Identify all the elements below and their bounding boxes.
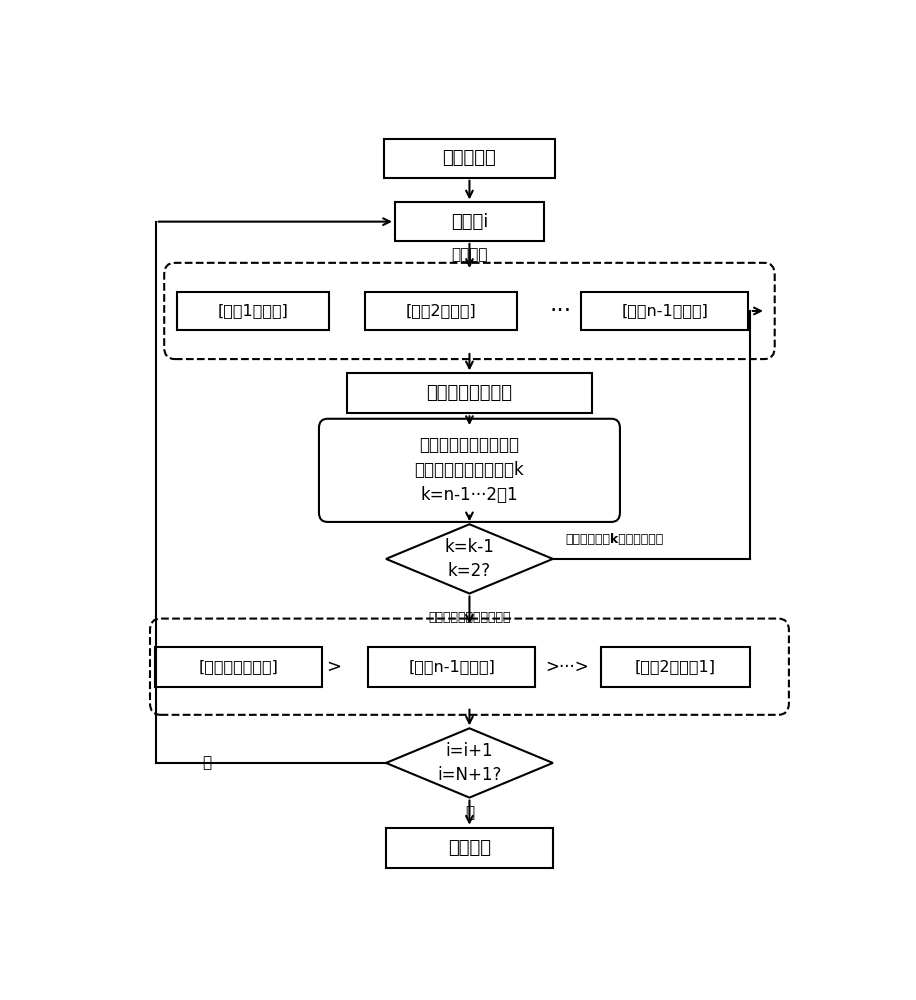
Text: 是: 是	[465, 805, 474, 820]
Text: 选出距离最大的组合，
将此故障重新记为故障k
k=n-1···2，1: 选出距离最大的组合， 将此故障重新记为故障k k=n-1···2，1	[415, 436, 524, 504]
FancyBboxPatch shape	[164, 263, 775, 359]
Text: 聚类分析计算距离: 聚类分析计算距离	[427, 384, 512, 402]
Text: 原始数据集: 原始数据集	[442, 149, 496, 167]
FancyBboxPatch shape	[395, 202, 544, 241]
Text: [故障n-1，其余]: [故障n-1，其余]	[621, 303, 708, 318]
Text: ···: ···	[550, 299, 572, 323]
FancyBboxPatch shape	[385, 139, 554, 178]
Text: k=k-1
k=2?: k=k-1 k=2?	[444, 538, 495, 580]
Text: 执行训练: 执行训练	[448, 839, 491, 857]
Text: >···>: >···>	[546, 658, 589, 676]
Text: 否，删除故障k，剩下的数据: 否，删除故障k，剩下的数据	[565, 533, 663, 546]
FancyBboxPatch shape	[368, 647, 535, 687]
FancyBboxPatch shape	[582, 292, 748, 330]
Text: 数据分组: 数据分组	[452, 247, 487, 262]
Text: [正常，所有故障]: [正常，所有故障]	[199, 659, 278, 674]
FancyBboxPatch shape	[386, 828, 553, 868]
Text: [故障1，其余]: [故障1，其余]	[217, 303, 289, 318]
FancyBboxPatch shape	[156, 647, 322, 687]
Polygon shape	[386, 524, 553, 594]
Text: [故障2，故障1]: [故障2，故障1]	[635, 659, 715, 674]
Text: [故障2，其余]: [故障2，其余]	[406, 303, 476, 318]
Text: 否: 否	[202, 755, 212, 770]
FancyBboxPatch shape	[177, 292, 329, 330]
Text: [故障n-1，其余]: [故障n-1，其余]	[409, 659, 496, 674]
FancyBboxPatch shape	[150, 619, 789, 715]
Polygon shape	[386, 728, 553, 798]
FancyBboxPatch shape	[365, 292, 518, 330]
FancyBboxPatch shape	[601, 647, 750, 687]
Text: 是，汇总得到新的数据集: 是，汇总得到新的数据集	[428, 611, 511, 624]
Text: >: >	[326, 658, 341, 676]
Text: i=i+1
i=N+1?: i=i+1 i=N+1?	[437, 742, 502, 784]
FancyBboxPatch shape	[319, 419, 620, 522]
Text: 子系统i: 子系统i	[451, 213, 488, 231]
FancyBboxPatch shape	[347, 373, 592, 413]
